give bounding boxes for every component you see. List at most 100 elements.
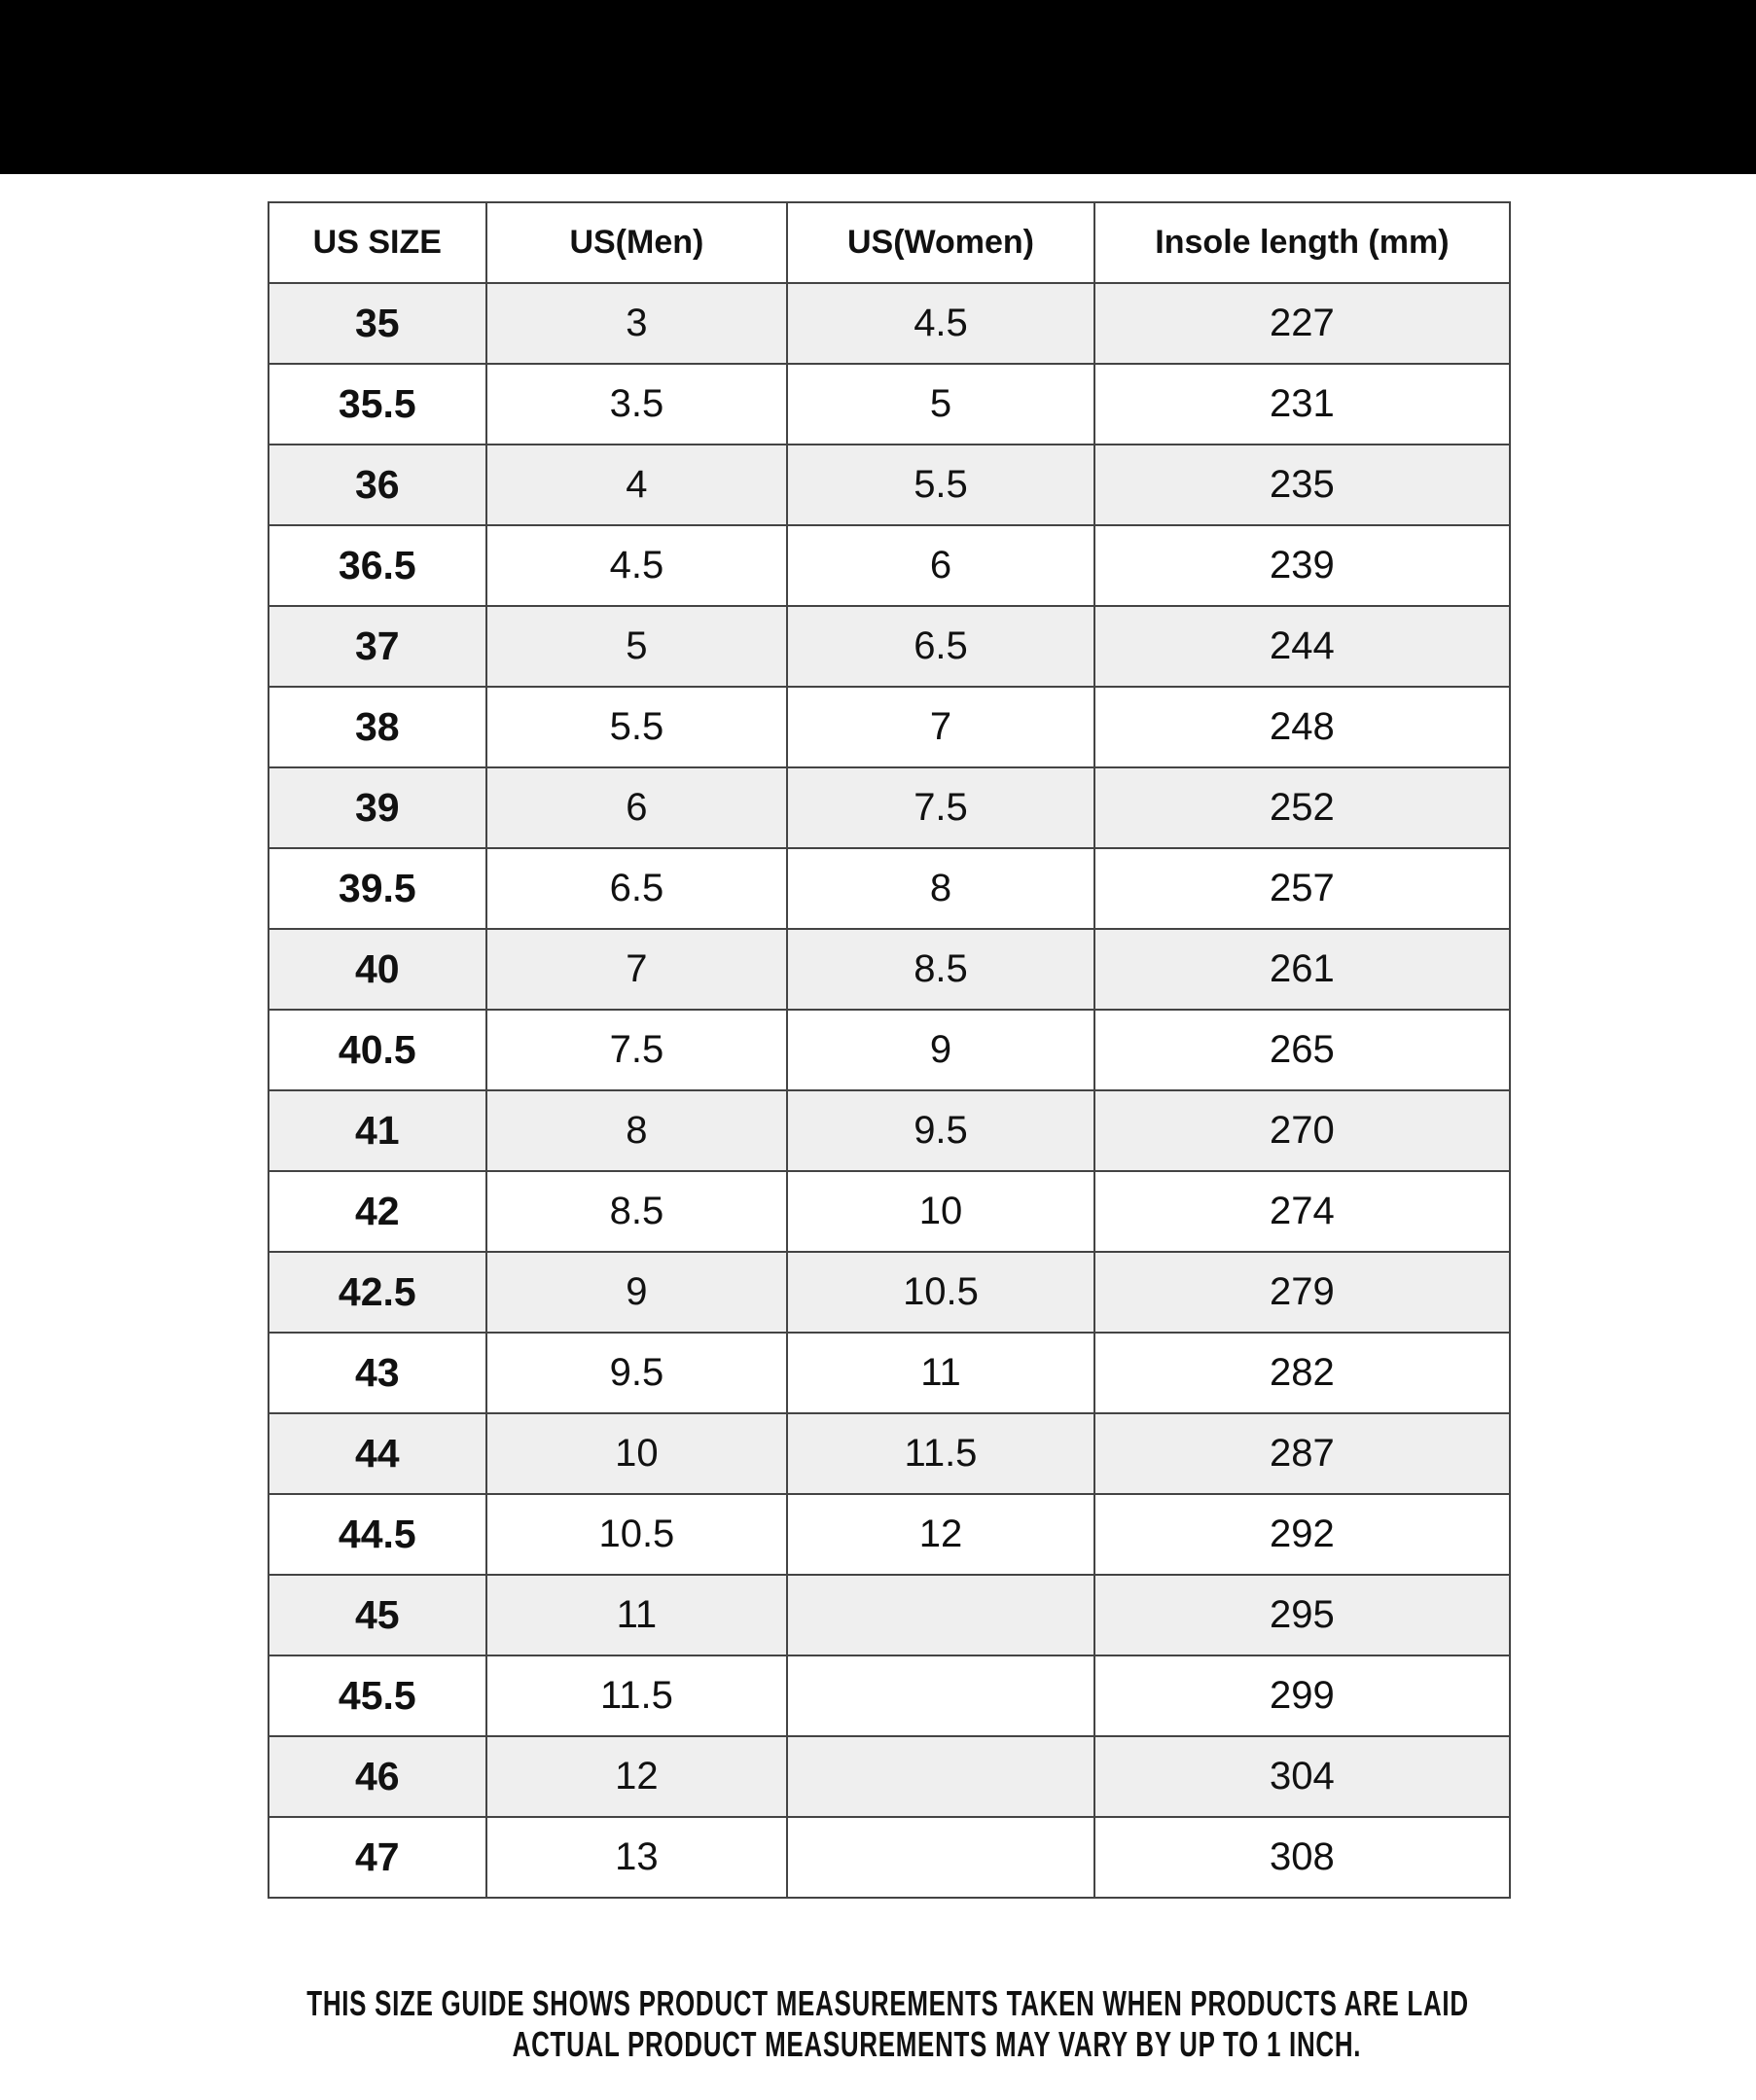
cell-us-men: 9 [484,1251,789,1334]
table-row: 38 5.5 7 248 [268,686,1512,768]
table-row: 35.5 3.5 5 231 [268,363,1512,445]
table-row: 41 8 9.5 270 [268,1089,1512,1172]
cell-insole-length: 231 [1093,363,1512,445]
table-row: 40.5 7.5 9 265 [268,1009,1512,1091]
table-row: 42.5 9 10.5 279 [268,1251,1512,1334]
cell-insole-length: 235 [1093,444,1512,526]
cell-us-size: 40 [268,928,487,1011]
header-us-size: US SIZE [268,201,487,284]
table-body: 35 3 4.5 227 35.5 3.5 5 231 36 4 5.5 235 36.5 4.5 6 239… [268,282,1512,1899]
table-row: 35 3 4.5 227 [268,282,1512,365]
footer-note-line-2: ACTUAL PRODUCT MEASUREMENTS MAY VARY BY … [58,2025,1756,2064]
cell-us-men: 9.5 [484,1332,789,1414]
table-row: 43 9.5 11 282 [268,1332,1512,1414]
cell-us-women [786,1735,1095,1818]
cell-us-size: 42.5 [268,1251,487,1334]
cell-us-size: 44.5 [268,1493,487,1576]
cell-us-men: 10 [484,1412,789,1495]
cell-us-women: 6.5 [786,605,1095,688]
table-row: 44 10 11.5 287 [268,1412,1512,1495]
cell-us-men: 5.5 [484,686,789,768]
cell-insole-length: 257 [1093,847,1512,930]
cell-us-size: 43 [268,1332,487,1414]
header-insole-length: Insole length (mm) [1093,201,1512,284]
cell-insole-length: 287 [1093,1412,1512,1495]
cell-us-men: 7.5 [484,1009,789,1091]
cell-us-size: 47 [268,1816,487,1899]
cell-us-size: 41 [268,1089,487,1172]
cell-insole-length: 270 [1093,1089,1512,1172]
cell-insole-length: 274 [1093,1170,1512,1253]
size-chart-table: US SIZE US(Men) US(Women) Insole length … [268,201,1512,1899]
cell-us-women: 11 [786,1332,1095,1414]
cell-us-men: 7 [484,928,789,1011]
cell-us-women: 8.5 [786,928,1095,1011]
table-row: 47 13 308 [268,1816,1512,1899]
cell-insole-length: 299 [1093,1655,1512,1737]
cell-us-size: 39 [268,766,487,849]
cell-us-men: 5 [484,605,789,688]
cell-us-size: 45 [268,1574,487,1656]
cell-us-women: 8 [786,847,1095,930]
cell-us-women: 5.5 [786,444,1095,526]
cell-us-men: 3.5 [484,363,789,445]
cell-us-women: 11.5 [786,1412,1095,1495]
table-row: 37 5 6.5 244 [268,605,1512,688]
cell-us-men: 3 [484,282,789,365]
cell-insole-length: 261 [1093,928,1512,1011]
cell-us-size: 45.5 [268,1655,487,1737]
top-black-bar [0,0,1756,174]
cell-us-men: 11 [484,1574,789,1656]
cell-insole-length: 292 [1093,1493,1512,1576]
table-row: 45 11 295 [268,1574,1512,1656]
table-row: 40 7 8.5 261 [268,928,1512,1011]
cell-us-women: 9.5 [786,1089,1095,1172]
cell-us-men: 12 [484,1735,789,1818]
cell-us-size: 44 [268,1412,487,1495]
table-row: 36 4 5.5 235 [268,444,1512,526]
cell-us-men: 8.5 [484,1170,789,1253]
cell-insole-length: 248 [1093,686,1512,768]
cell-us-women: 9 [786,1009,1095,1091]
cell-us-size: 38 [268,686,487,768]
cell-us-size: 35.5 [268,363,487,445]
header-us-men: US(Men) [484,201,789,284]
cell-us-women [786,1574,1095,1656]
cell-us-men: 8 [484,1089,789,1172]
cell-us-men: 11.5 [484,1655,789,1737]
cell-insole-length: 282 [1093,1332,1512,1414]
cell-us-size: 40.5 [268,1009,487,1091]
cell-insole-length: 227 [1093,282,1512,365]
table-row: 36.5 4.5 6 239 [268,524,1512,607]
cell-insole-length: 295 [1093,1574,1512,1656]
cell-us-women: 4.5 [786,282,1095,365]
cell-us-men: 10.5 [484,1493,789,1576]
cell-us-size: 35 [268,282,487,365]
cell-insole-length: 304 [1093,1735,1512,1818]
table-row: 39.5 6.5 8 257 [268,847,1512,930]
cell-insole-length: 308 [1093,1816,1512,1899]
cell-insole-length: 239 [1093,524,1512,607]
cell-us-women: 7.5 [786,766,1095,849]
cell-us-men: 13 [484,1816,789,1899]
cell-us-women [786,1655,1095,1737]
table-row: 42 8.5 10 274 [268,1170,1512,1253]
footer-text-1: THIS SIZE GUIDE SHOWS PRODUCT MEASUREMEN… [306,1983,1469,2023]
cell-us-size: 39.5 [268,847,487,930]
cell-us-men: 6 [484,766,789,849]
header-us-women: US(Women) [786,201,1095,284]
cell-us-women: 5 [786,363,1095,445]
cell-insole-length: 279 [1093,1251,1512,1334]
cell-insole-length: 252 [1093,766,1512,849]
table-row: 46 12 304 [268,1735,1512,1818]
cell-us-women: 6 [786,524,1095,607]
cell-us-men: 6.5 [484,847,789,930]
cell-us-women: 12 [786,1493,1095,1576]
cell-us-women: 10 [786,1170,1095,1253]
cell-us-size: 46 [268,1735,487,1818]
cell-insole-length: 265 [1093,1009,1512,1091]
cell-us-men: 4.5 [484,524,789,607]
table-row: 44.5 10.5 12 292 [268,1493,1512,1576]
header-row: US SIZE US(Men) US(Women) Insole length … [268,201,1512,284]
cell-us-women [786,1816,1095,1899]
